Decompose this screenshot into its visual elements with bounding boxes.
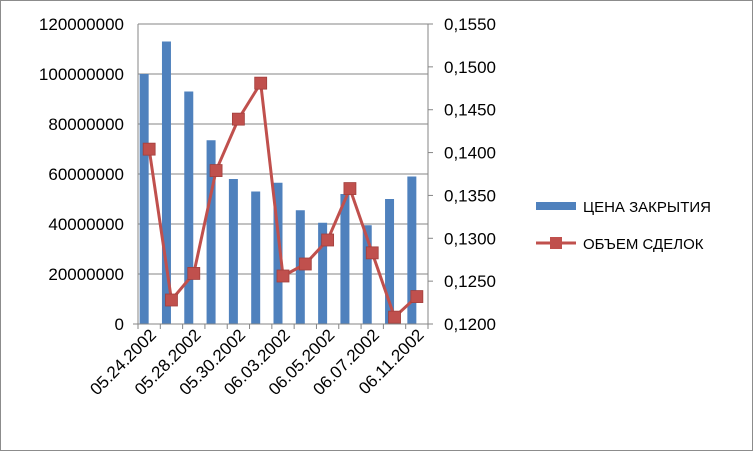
line-marker (298, 257, 312, 271)
right-axis-ticks: 0,1200 0,1250 0,1300 0,1350 0,1400 0,1450 0,15… (428, 15, 496, 334)
line-series (142, 76, 424, 324)
left-tick-label: 40000000 (48, 215, 124, 234)
left-tick-label: 100000000 (39, 65, 124, 84)
bar (385, 199, 395, 324)
right-tick-label: 0,1400 (444, 144, 496, 163)
line-marker (365, 246, 379, 260)
line-marker (254, 76, 268, 90)
right-tick-label: 0,1500 (444, 58, 496, 77)
line-marker (388, 310, 401, 324)
line-marker (209, 164, 223, 177)
line-marker (343, 182, 357, 195)
bar (228, 179, 238, 324)
line-marker (321, 233, 335, 247)
right-tick-label: 0,1450 (444, 101, 496, 120)
left-tick-label: 60000000 (48, 165, 124, 184)
bar (251, 191, 261, 324)
legend-label-line: ОБЪЕМ СДЕЛОК (583, 236, 704, 253)
x-axis-ticks: 05.24.200205.28.200205.30.200206.03.2002… (86, 325, 427, 399)
left-tick-label: 0 (115, 315, 124, 334)
left-axis-ticks: 0 20000000 40000000 60000000 80000000 1000000… (39, 15, 124, 334)
bar (184, 91, 194, 324)
bar (407, 176, 417, 324)
line-marker (231, 112, 245, 126)
left-tick-label: 80000000 (48, 115, 124, 134)
line-marker (165, 293, 178, 307)
bar (206, 140, 216, 324)
line-marker (410, 290, 424, 303)
left-tick-label: 120000000 (39, 15, 124, 34)
right-tick-label: 0,1200 (444, 315, 496, 334)
legend-marker-line (550, 237, 562, 249)
legend-swatch-bar (536, 202, 576, 210)
right-tick-label: 0,1300 (444, 229, 496, 248)
axes (133, 24, 433, 329)
right-tick-label: 0,1350 (444, 186, 496, 205)
legend-label-bar: ЦЕНА ЗАКРЫТИЯ (583, 199, 711, 216)
legend: ЦЕНА ЗАКРЫТИЯ ОБЪЕМ СДЕЛОК (536, 199, 711, 253)
right-tick-label: 0,1550 (444, 15, 496, 34)
bar (273, 182, 283, 324)
bar (161, 41, 171, 324)
bar (139, 74, 149, 324)
bar (362, 225, 372, 324)
line-marker (187, 267, 201, 280)
left-tick-label: 20000000 (48, 265, 124, 284)
line-marker (142, 142, 156, 156)
line-marker (276, 269, 290, 283)
bar (340, 194, 350, 324)
right-tick-label: 0,1250 (444, 272, 496, 291)
bar (318, 222, 328, 324)
